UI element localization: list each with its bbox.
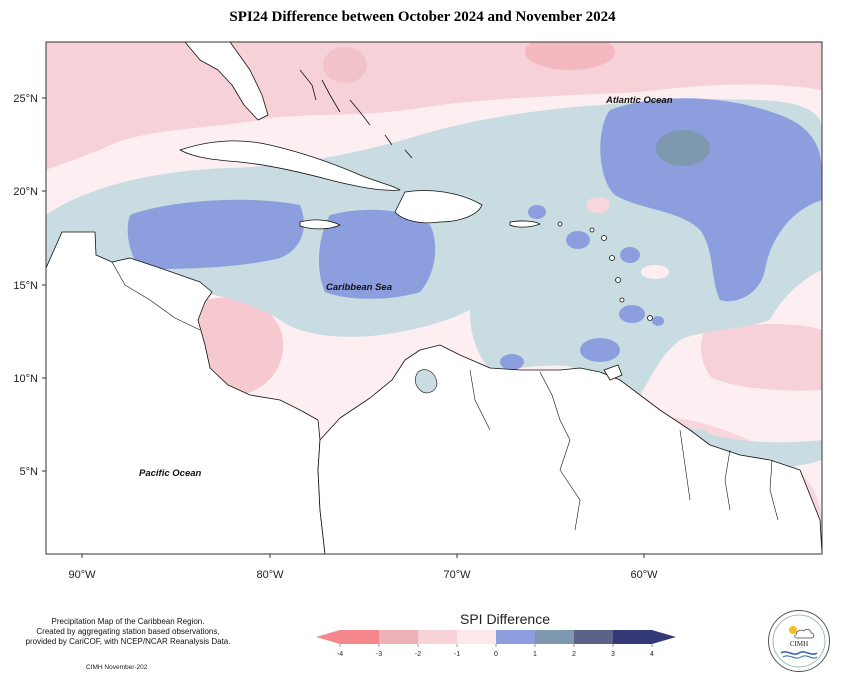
legend-swatch bbox=[574, 630, 614, 644]
land-puerto-rico bbox=[509, 220, 541, 228]
land-masses bbox=[46, 42, 822, 554]
color-legend: -4 -3 -2 -1 0 1 2 3 4 bbox=[316, 630, 676, 658]
ocean-label-atlantic: Atlantic Ocean bbox=[605, 95, 673, 106]
lon-label-80w: 80°W bbox=[256, 569, 284, 581]
cimh-logo: CIMH bbox=[768, 610, 830, 672]
legend-swatch bbox=[418, 630, 458, 644]
cimh-logo-text: CIMH bbox=[789, 640, 809, 648]
legend-tick-label: -2 bbox=[415, 651, 421, 658]
credits-line-3: provided by CariCOF, with NCEP/NCAR Rean… bbox=[25, 637, 231, 646]
lon-label-90w: 90°W bbox=[68, 569, 96, 581]
legend-swatch bbox=[535, 630, 575, 644]
negative-anomaly-blue-atlantic bbox=[600, 98, 822, 302]
legend-tick-label: 4 bbox=[650, 651, 654, 658]
legend-swatch bbox=[613, 630, 653, 644]
land-cuba bbox=[179, 140, 401, 191]
spi-difference-field bbox=[46, 42, 822, 554]
lake-maracaibo bbox=[414, 369, 438, 394]
legend-tick-label: 1 bbox=[533, 651, 537, 658]
axis-ticks bbox=[42, 97, 645, 558]
lat-label-15n: 15°N bbox=[13, 280, 38, 292]
lesser-antilles bbox=[557, 221, 653, 381]
legend-swatch bbox=[457, 630, 497, 644]
legend-swatch bbox=[379, 630, 419, 644]
legend-tick-label: -4 bbox=[337, 651, 343, 658]
lon-label-70w: 70°W bbox=[443, 569, 471, 581]
wave-icon bbox=[780, 651, 818, 655]
bahamas-islands bbox=[299, 69, 413, 159]
positive-anomaly-pink-northcore bbox=[525, 42, 615, 70]
ocean-label-pacific: Pacific Ocean bbox=[139, 468, 202, 479]
sun-icon bbox=[789, 626, 797, 634]
legend-arrow-min bbox=[316, 630, 340, 644]
map-credits: Precipitation Map of the Caribbean Regio… bbox=[8, 617, 248, 647]
cloud-icon bbox=[794, 628, 815, 639]
legend-tick-label: -3 bbox=[376, 651, 382, 658]
lon-label-60w: 60°W bbox=[630, 569, 658, 581]
legend-title: SPI Difference bbox=[459, 611, 550, 627]
legend-swatch bbox=[340, 630, 380, 644]
legend-tick-label: 0 bbox=[494, 651, 498, 658]
cimh-date-line: CIMH November-202 bbox=[86, 664, 148, 671]
negative-anomaly-blue-west bbox=[127, 199, 304, 270]
land-florida bbox=[184, 42, 269, 121]
map-title: SPI24 Difference between October 2024 an… bbox=[229, 9, 616, 25]
lat-label-25n: 25°N bbox=[13, 93, 38, 105]
lat-label-5n: 5°N bbox=[20, 466, 39, 478]
land-jamaica bbox=[299, 219, 341, 230]
legend-arrow-max bbox=[652, 630, 676, 644]
credits-line-2: Created by aggregating station based obs… bbox=[36, 627, 220, 636]
credits-line-1: Precipitation Map of the Caribbean Regio… bbox=[51, 617, 205, 626]
positive-anomaly-pink-east bbox=[700, 324, 822, 391]
negative-anomaly-dark-core bbox=[656, 130, 710, 166]
land-hispaniola bbox=[394, 190, 483, 224]
legend-tick-label: 2 bbox=[572, 651, 576, 658]
ocean-label-caribbean: Caribbean Sea bbox=[326, 282, 392, 293]
country-borders bbox=[111, 261, 779, 531]
legend-tick-label: -1 bbox=[454, 651, 460, 658]
legend-tick-label: 3 bbox=[611, 651, 615, 658]
map-panel: 25°N 20°N 15°N 10°N 5°N 90°W 80°W 70°W 6… bbox=[13, 41, 823, 581]
legend-swatch bbox=[496, 630, 536, 644]
lat-label-20n: 20°N bbox=[13, 186, 38, 198]
land-south-america bbox=[317, 344, 822, 554]
lat-label-10n: 10°N bbox=[13, 373, 38, 385]
cimh-logo-graphic bbox=[772, 614, 826, 668]
negative-anomaly-blue-caribbean bbox=[318, 209, 436, 299]
positive-anomaly-pink-pacific bbox=[196, 297, 284, 396]
